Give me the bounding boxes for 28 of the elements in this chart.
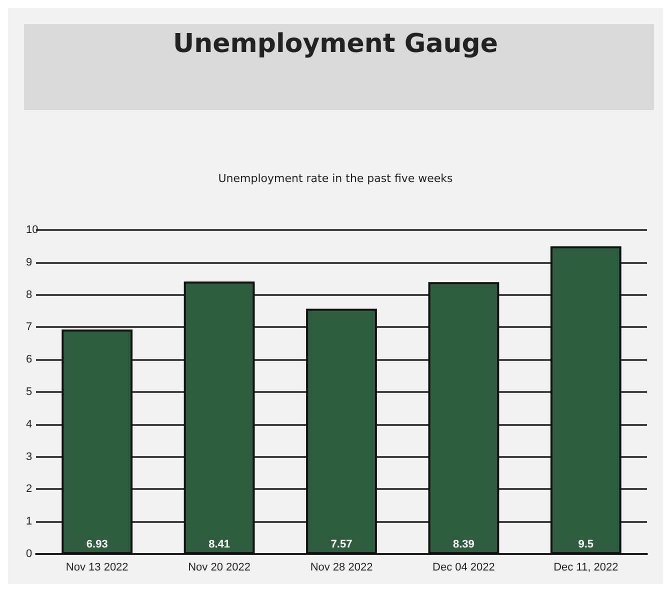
bar <box>550 246 622 554</box>
data-label: 8.39 <box>452 538 474 550</box>
y-tick-label: 10 <box>26 224 38 236</box>
bar <box>184 282 255 554</box>
y-tick-label: 5 <box>26 386 32 398</box>
chart-subtitle: Unemployment rate in the past five weeks <box>218 172 454 185</box>
bar <box>62 329 133 554</box>
x-tick-label: Dec 11, 2022 <box>554 562 618 574</box>
data-label: 7.57 <box>330 538 352 550</box>
y-tick-label: 7 <box>26 321 32 334</box>
bar <box>428 282 500 554</box>
y-tick-label: 6 <box>26 354 32 366</box>
y-tick-label: 1 <box>26 516 32 528</box>
x-tick-label: Nov 28 2022 <box>310 562 373 574</box>
y-tick-label: 0 <box>26 548 32 560</box>
data-label: 8.41 <box>208 538 230 550</box>
y-tick-label: 2 <box>26 483 32 496</box>
bar <box>306 308 377 554</box>
x-tick-label: Nov 20 2022 <box>188 562 250 574</box>
x-tick-label: Nov 13 2022 <box>66 562 128 574</box>
y-tick-label: 8 <box>26 288 32 301</box>
data-label: 6.93 <box>86 538 108 550</box>
chart-title: Unemployment Gauge <box>172 29 498 59</box>
x-tick-label: Dec 04 2022 <box>432 562 495 574</box>
y-tick-label: 9 <box>26 256 32 268</box>
y-tick-label: 4 <box>26 418 32 430</box>
data-label: 9.5 <box>578 538 594 550</box>
y-tick-label: 3 <box>26 450 32 463</box>
